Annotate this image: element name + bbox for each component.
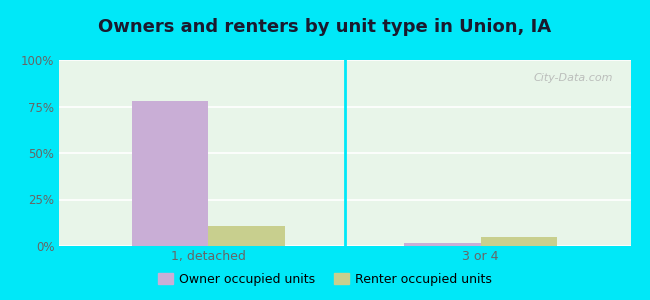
- Bar: [481, 237, 557, 246]
- Bar: [404, 243, 481, 246]
- Text: Owners and renters by unit type in Union, IA: Owners and renters by unit type in Union…: [98, 18, 552, 36]
- Legend: Owner occupied units, Renter occupied units: Owner occupied units, Renter occupied un…: [153, 268, 497, 291]
- Bar: [132, 101, 208, 246]
- Bar: [208, 226, 285, 246]
- Text: City-Data.com: City-Data.com: [534, 73, 614, 83]
